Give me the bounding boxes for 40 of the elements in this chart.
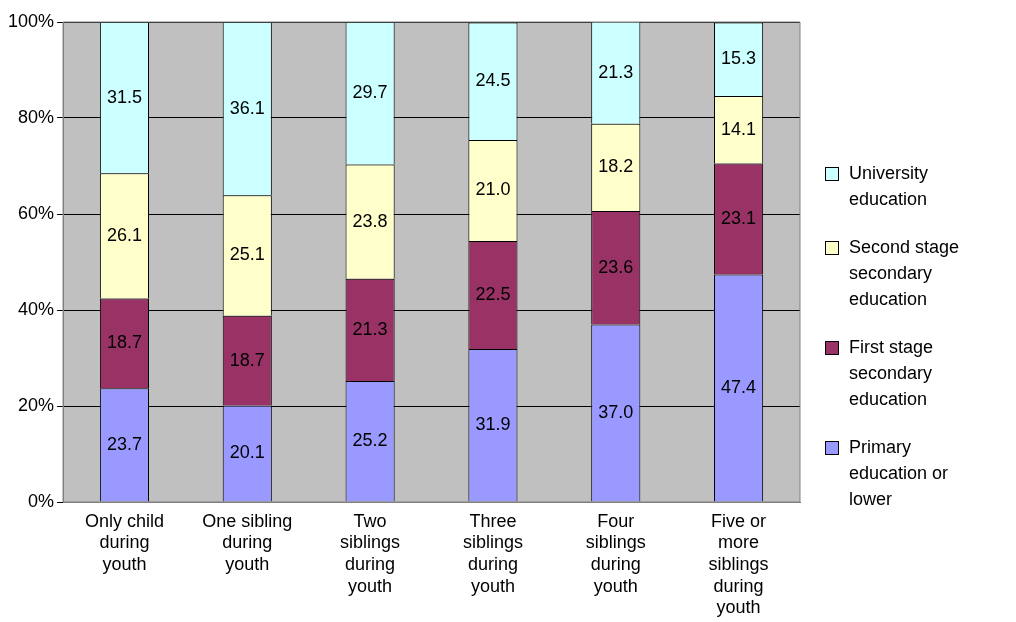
data-label: 24.5 <box>475 70 511 91</box>
y-tick-label: 100% <box>7 10 55 31</box>
x-tick-label: One sibling during youth <box>202 510 293 574</box>
data-label: 23.7 <box>106 433 142 454</box>
data-label: 18.2 <box>598 156 634 177</box>
data-label: 26.1 <box>106 224 142 245</box>
data-label: 15.3 <box>721 48 757 69</box>
x-tick-label: Two siblings during youth <box>340 510 401 596</box>
legend-label: First stage secondary education <box>849 336 935 411</box>
y-tick-label: 60% <box>18 202 55 223</box>
legend-label: University education <box>849 162 929 211</box>
data-label: 18.7 <box>229 349 265 370</box>
data-label: 31.5 <box>106 86 142 107</box>
x-tick-label: Four siblings during youth <box>585 510 646 596</box>
data-label: 20.1 <box>229 442 265 463</box>
data-label: 37.0 <box>598 401 634 422</box>
data-label: 23.1 <box>721 208 757 229</box>
data-label: 29.7 <box>352 82 388 103</box>
y-tick-label: 20% <box>18 394 55 415</box>
data-label: 21.3 <box>598 61 634 82</box>
data-label: 23.6 <box>598 256 634 277</box>
x-tick-label: Three siblings during youth <box>462 510 523 596</box>
data-label: 21.0 <box>475 179 511 200</box>
y-tick-label: 40% <box>18 298 55 319</box>
data-label: 14.1 <box>721 118 757 139</box>
data-label: 36.1 <box>229 97 265 118</box>
data-label: 31.9 <box>475 414 511 435</box>
data-label: 25.1 <box>229 244 265 265</box>
data-label: 23.8 <box>352 210 388 231</box>
data-label: 22.5 <box>475 283 511 304</box>
data-label: 18.7 <box>106 332 142 353</box>
data-label: 47.4 <box>721 376 757 397</box>
x-tick-label: Five or more siblings during youth <box>708 510 769 618</box>
data-label: 25.2 <box>352 430 388 451</box>
x-tick-label: Only child during youth <box>84 510 164 574</box>
y-tick-label: 80% <box>18 106 55 127</box>
data-label: 21.3 <box>352 318 388 339</box>
legend-label: Second stage secondary education <box>849 236 961 311</box>
legend-label: Primary education or lower <box>849 436 950 511</box>
y-tick-label: 0% <box>28 490 55 511</box>
